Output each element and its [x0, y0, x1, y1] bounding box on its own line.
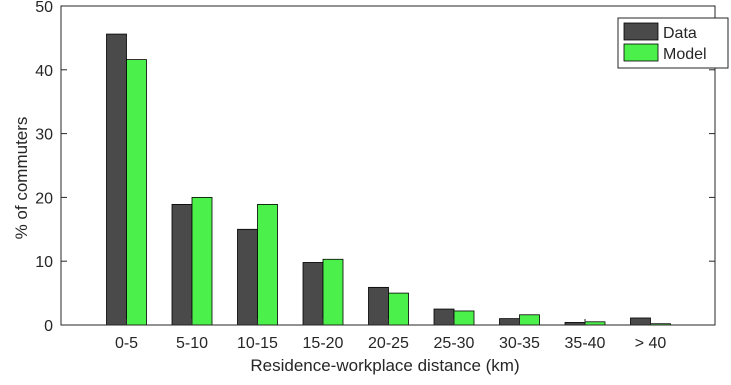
- x-tick-label: 15-20: [303, 335, 344, 352]
- bar-data-3: [302, 262, 324, 326]
- x-tick-label: 30-35: [499, 335, 540, 352]
- bar-data-0: [106, 33, 127, 326]
- bar-model-4: [388, 292, 409, 326]
- y-tick-label: 20: [35, 190, 53, 207]
- legend-label-model: Model: [663, 46, 707, 63]
- x-tick-label: 35-40: [565, 335, 606, 352]
- bar-model-3: [322, 258, 344, 326]
- y-tick-label: 40: [35, 63, 53, 80]
- y-tick-label: 50: [35, 0, 53, 16]
- x-axis-label: Residence-workplace distance (km): [250, 356, 519, 375]
- bar-model-1: [191, 196, 213, 326]
- bar-model-5: [453, 310, 475, 326]
- y-tick-label: 0: [44, 318, 53, 335]
- bar-data-2: [237, 228, 258, 326]
- x-tick-label: 10-15: [237, 335, 278, 352]
- y-tick-label: 10: [35, 254, 53, 271]
- x-tick-label: > 40: [635, 335, 667, 352]
- bar-data-5: [433, 308, 455, 326]
- legend-swatch-data: [623, 22, 659, 41]
- legend-label-data: Data: [663, 25, 697, 42]
- bar-data-1: [171, 204, 193, 326]
- y-axis-label: % of commuters: [12, 117, 31, 240]
- bar-model-2: [257, 204, 278, 326]
- legend-swatch-model: [623, 43, 659, 62]
- x-tick-label: 20-25: [368, 335, 409, 352]
- x-tick-label: 5-10: [176, 335, 208, 352]
- bar-data-4: [368, 286, 389, 326]
- x-tick-label: 25-30: [434, 335, 475, 352]
- bar-data-8: [630, 317, 651, 326]
- x-tick-label: 0-5: [115, 335, 138, 352]
- bar-data-6: [499, 318, 520, 326]
- plot-area: [61, 6, 715, 325]
- y-tick-label: 30: [35, 127, 53, 144]
- bar-model-0: [126, 59, 147, 326]
- bar-model-6: [519, 314, 540, 326]
